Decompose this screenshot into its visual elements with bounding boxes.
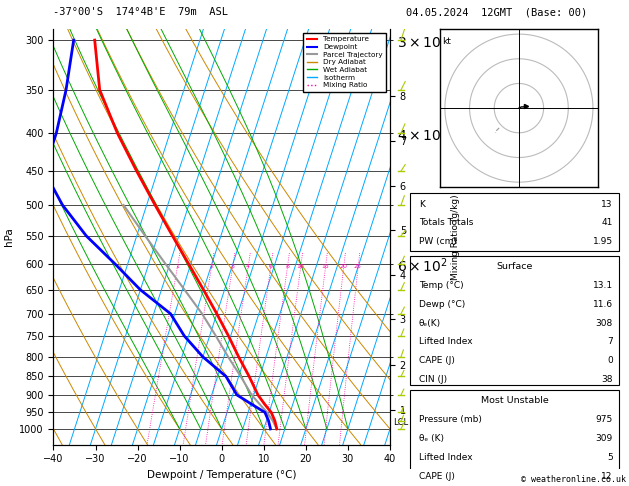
Text: © weatheronline.co.uk: © weatheronline.co.uk (521, 474, 626, 484)
Text: Lifted Index: Lifted Index (419, 453, 472, 462)
Text: 308: 308 (596, 318, 613, 328)
Text: CIN (J): CIN (J) (419, 375, 447, 384)
Text: 6: 6 (269, 264, 272, 269)
Text: 309: 309 (596, 434, 613, 443)
Text: 5: 5 (607, 453, 613, 462)
Text: -37°00'S  174°4B'E  79m  ASL: -37°00'S 174°4B'E 79m ASL (53, 7, 228, 17)
Text: PW (cm): PW (cm) (419, 237, 457, 246)
Text: Dewp (°C): Dewp (°C) (419, 300, 465, 309)
Text: 13: 13 (601, 200, 613, 208)
Text: 975: 975 (596, 415, 613, 424)
Y-axis label: hPa: hPa (4, 227, 14, 246)
Text: 13.1: 13.1 (593, 281, 613, 290)
Text: 1: 1 (175, 264, 179, 269)
Text: K: K (419, 200, 425, 208)
Text: 38: 38 (601, 375, 613, 384)
Text: 10: 10 (296, 264, 304, 269)
Text: CAPE (J): CAPE (J) (419, 472, 455, 481)
Text: 11.6: 11.6 (593, 300, 613, 309)
Text: 15: 15 (321, 264, 329, 269)
Text: 25: 25 (354, 264, 362, 269)
Text: 7: 7 (607, 337, 613, 347)
Y-axis label: Mixing Ratio (g/kg): Mixing Ratio (g/kg) (451, 194, 460, 280)
Text: Lifted Index: Lifted Index (419, 337, 472, 347)
Text: CAPE (J): CAPE (J) (419, 356, 455, 365)
Text: 0: 0 (607, 356, 613, 365)
Text: 4: 4 (246, 264, 250, 269)
Text: 8: 8 (285, 264, 289, 269)
Text: Most Unstable: Most Unstable (481, 396, 548, 405)
Bar (410, 193, 619, 251)
Text: Pressure (mb): Pressure (mb) (419, 415, 482, 424)
Legend: Temperature, Dewpoint, Parcel Trajectory, Dry Adiabat, Wet Adiabat, Isotherm, Mi: Temperature, Dewpoint, Parcel Trajectory… (303, 33, 386, 92)
X-axis label: Dewpoint / Temperature (°C): Dewpoint / Temperature (°C) (147, 470, 296, 480)
Text: 3: 3 (230, 264, 234, 269)
Text: 1.95: 1.95 (593, 237, 613, 246)
Text: LCL: LCL (393, 418, 408, 427)
Text: 20: 20 (340, 264, 347, 269)
Bar (410, 256, 619, 385)
Text: θₑ(K): θₑ(K) (419, 318, 441, 328)
Text: 41: 41 (601, 218, 613, 227)
Text: 12: 12 (601, 472, 613, 481)
Text: Totals Totals: Totals Totals (419, 218, 473, 227)
Text: Temp (°C): Temp (°C) (419, 281, 464, 290)
Bar (410, 390, 619, 486)
Text: kt: kt (442, 36, 451, 46)
Text: θₑ (K): θₑ (K) (419, 434, 444, 443)
Text: 04.05.2024  12GMT  (Base: 00): 04.05.2024 12GMT (Base: 00) (406, 7, 587, 17)
Text: 2: 2 (209, 264, 213, 269)
Text: Surface: Surface (496, 262, 533, 271)
